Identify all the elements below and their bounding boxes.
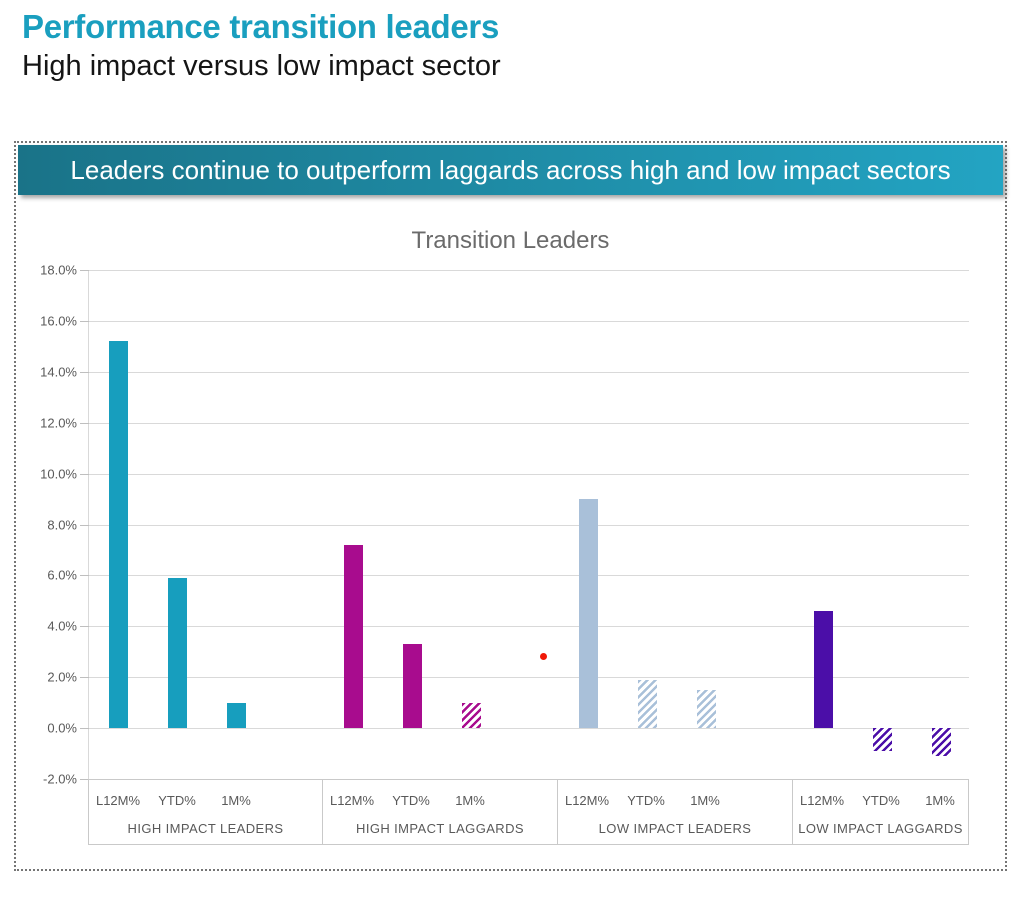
chart-title: Transition Leaders <box>411 227 610 254</box>
y-tick-label: 2.0% <box>47 669 77 685</box>
y-tick-mark <box>80 575 89 577</box>
y-tick-mark <box>80 270 89 271</box>
banner-text: Leaders continue to outperform laggards … <box>70 154 951 185</box>
gridline <box>89 626 969 628</box>
bar-high-impact-laggards-1m <box>461 702 481 729</box>
y-tick-label: 12.0% <box>40 415 77 431</box>
gridline <box>89 270 969 271</box>
page-title: Performance transition leaders <box>22 8 500 45</box>
y-tick-mark <box>80 320 89 322</box>
bar-low-impact-leaders-l12m <box>578 499 598 729</box>
axis-metric-label: YTD% <box>862 793 900 808</box>
axis-group-label: LOW IMPACT LAGGARDS <box>798 821 963 836</box>
axis-metric-label: YTD% <box>627 793 665 808</box>
y-tick-mark <box>80 626 89 628</box>
bar-low-impact-leaders-1m <box>696 689 716 729</box>
chart: 18.0% 16.0% 14.0% 12.0% 10.0% 8.0% 6.0% 4.0% 2.0… <box>40 263 969 845</box>
y-tick-label: 10.0% <box>40 466 77 482</box>
axis-group-low-impact-laggards: L12M% YTD% 1M% LOW IMPACT LAGGARDS <box>793 779 969 845</box>
axis-metric-label: L12M% <box>329 793 375 808</box>
axis-metric-label: YTD% <box>392 793 430 808</box>
bar-high-impact-leaders-ytd <box>167 577 187 729</box>
y-tick-label: 4.0% <box>47 618 77 634</box>
bar-low-impact-laggards-l12m <box>813 611 833 729</box>
y-tick-label: 6.0% <box>47 567 77 583</box>
y-tick-label: 14.0% <box>40 364 77 380</box>
axis-metric-label: YTD% <box>158 793 196 808</box>
bar-low-impact-laggards-1m <box>931 728 951 757</box>
bar-high-impact-leaders-l12m <box>108 341 128 729</box>
bar-low-impact-leaders-ytd <box>637 679 657 729</box>
axis-group-high-impact-leaders: L12M% YTD% 1M% HIGH IMPACT LEADERS <box>88 779 323 845</box>
axis-group-label: LOW IMPACT LEADERS <box>598 821 752 836</box>
y-tick-mark <box>80 779 89 780</box>
y-tick-label: 18.0% <box>40 262 77 278</box>
plot-area: 18.0% 16.0% 14.0% 12.0% 10.0% 8.0% 6.0% 4.0% 2.0… <box>40 263 969 787</box>
banner: Leaders continue to outperform laggards … <box>18 145 1003 195</box>
gridline <box>89 473 969 475</box>
bar-high-impact-laggards-l12m <box>343 544 363 729</box>
axis-group-label: HIGH IMPACT LAGGARDS <box>356 821 524 836</box>
gridline <box>89 422 969 424</box>
axis-metric-label: L12M% <box>95 793 141 808</box>
axis-metric-label: 1M% <box>221 793 251 808</box>
bar-high-impact-leaders-1m <box>226 702 246 729</box>
axis-metric-label: 1M% <box>455 793 485 808</box>
bar-low-impact-laggards-ytd <box>872 728 892 751</box>
y-tick-label: 0.0% <box>47 720 77 736</box>
y-tick-mark <box>80 728 89 730</box>
axis-metric-label: L12M% <box>564 793 610 808</box>
axis-group-label: HIGH IMPACT LEADERS <box>127 821 284 836</box>
gridline <box>89 728 969 730</box>
bar-high-impact-laggards-ytd <box>402 644 422 729</box>
gridline <box>89 575 969 577</box>
y-tick-mark <box>80 422 89 424</box>
y-tick-label: 16.0% <box>40 313 77 329</box>
y-tick-mark <box>80 371 89 373</box>
axis-metric-label: 1M% <box>690 793 720 808</box>
y-tick-mark <box>80 524 89 526</box>
axis-metric-label: L12M% <box>799 793 845 808</box>
y-tick-label: 8.0% <box>47 517 77 532</box>
y-tick-label: -2.0% <box>43 771 77 787</box>
red-annotation-dot <box>540 653 548 661</box>
axis-group-low-impact-leaders: L12M% YTD% 1M% LOW IMPACT LEADERS <box>558 779 793 845</box>
y-tick-mark <box>80 677 89 679</box>
axis-metric-label: 1M% <box>925 793 955 808</box>
gridline <box>89 677 969 679</box>
axis-group-high-impact-laggards: L12M% YTD% 1M% HIGH IMPACT LAGGARDS <box>323 779 558 845</box>
gridline <box>89 320 969 322</box>
gridline <box>89 371 969 373</box>
gridline <box>89 524 969 526</box>
y-tick-mark <box>80 473 89 475</box>
chart-panel: Leaders continue to outperform laggards … <box>14 141 1007 871</box>
page-subtitle: High impact versus low impact sector <box>22 50 501 82</box>
x-axis: L12M% YTD% 1M% HIGH IMPACT LEADERS L12M% YTD%… <box>88 779 969 845</box>
